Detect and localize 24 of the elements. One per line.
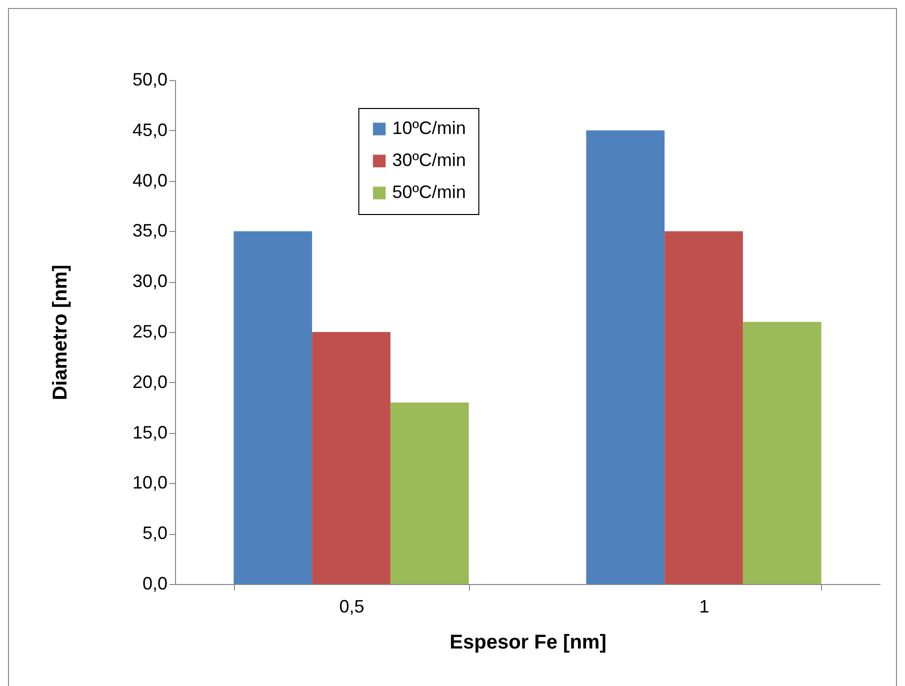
bar [390,402,469,584]
y-tick-label: 30,0 [132,271,168,292]
y-tick-label: 15,0 [132,422,168,442]
legend-label: 10ºC/min [392,118,466,138]
y-tick-label: 35,0 [132,220,168,241]
y-tick-label: 40,0 [132,170,168,190]
y-tick-label: 0,0 [142,574,168,594]
y-tick-label: 10,0 [132,472,168,493]
y-axis-title: Diametro [nm] [49,264,72,400]
y-tick-label: 50,0 [132,70,168,90]
x-axis-title: Espesor Fe [nm] [450,632,606,654]
y-tick-label: 20,0 [132,372,168,392]
bar [312,332,390,584]
bar [664,231,743,584]
y-tick-label: 25,0 [132,322,168,342]
x-tick-label: 1 [699,596,710,616]
legend-label: 50ºC/min [392,182,466,202]
legend-label: 30ºC/min [392,150,466,170]
bar [234,231,312,584]
bar [742,322,822,584]
y-tick-label: 5,0 [142,523,168,544]
y-tick-label: 45,0 [132,120,168,140]
bar [586,130,665,584]
x-tick-label: 0,5 [339,596,364,616]
